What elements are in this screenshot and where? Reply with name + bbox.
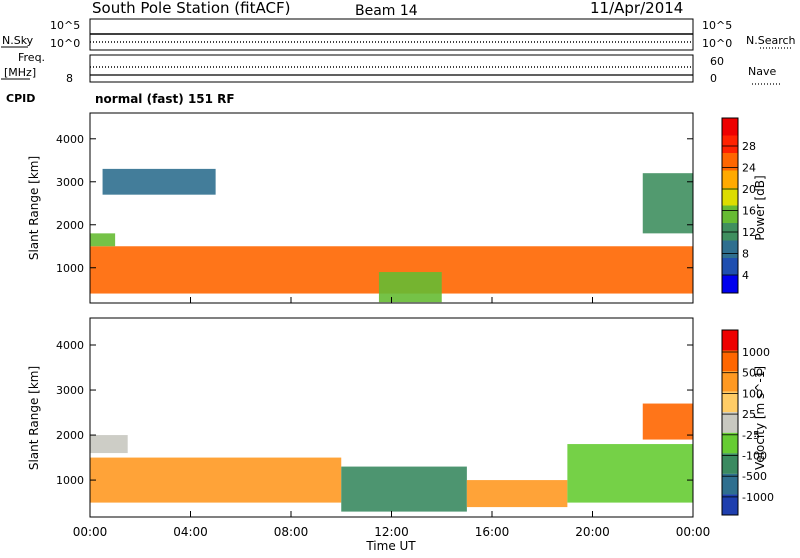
power-cbar-tick-label-5: 24 xyxy=(742,162,756,175)
nave-label: Nave xyxy=(748,65,776,78)
power-cbar-tick-label-0: 4 xyxy=(742,269,749,282)
velocity-cbar-tick-label-5: -100 xyxy=(742,450,767,463)
velocity-panel: 1000 2000 3000 4000 00:00 04:00 08:00 12:00 16:… xyxy=(27,317,774,553)
station-title: South Pole Station (fitACF) xyxy=(92,0,290,17)
x-axis-label: Time UT xyxy=(365,539,416,553)
nave-tick-bottom: 0 xyxy=(710,72,717,85)
velocity-cbar-tick-label-0: 1000 xyxy=(742,346,770,359)
velocity-band-4 xyxy=(90,435,128,454)
power-cbar-swatch-8 xyxy=(722,258,738,276)
x-tick-label-0: 00:00 xyxy=(73,525,108,539)
velocity-cbar-tick-label-7: -1000 xyxy=(742,491,774,504)
nsearch-tick-top: 10^5 xyxy=(702,19,732,32)
power-cbar-frame xyxy=(721,117,739,294)
x-tick-label-6: 00:00 xyxy=(676,525,711,539)
freq-unit: [MHz] xyxy=(4,66,36,79)
nsearch-label: N.Search xyxy=(746,34,796,47)
velocity-cbar-tick-label-1: 500 xyxy=(742,367,763,380)
velocity-cbar-swatch-0 xyxy=(722,330,738,351)
power-cbar-swatch-2 xyxy=(722,153,738,171)
velocity-cbar-swatch-6 xyxy=(722,453,738,474)
velocity-cbar-tick-label-4: -25 xyxy=(742,429,760,442)
x-tick-label-5: 20:00 xyxy=(575,525,610,539)
freq-tick: 8 xyxy=(66,72,73,85)
freq-panel-frame xyxy=(89,54,694,83)
velocity-ytick-label-2: 3000 xyxy=(56,384,84,397)
velocity-colorbar-label: Velocity [m s^-1] xyxy=(753,366,767,470)
status-traces xyxy=(90,33,693,76)
velocity-x-ticks: 00:00 04:00 08:00 12:00 16:00 20:00 00:00 xyxy=(73,511,711,539)
power-heatmap-cells xyxy=(90,168,693,303)
power-ytick-label-3: 4000 xyxy=(56,133,84,146)
velocity-y-ticks: 1000 2000 3000 4000 xyxy=(56,339,693,487)
nave-tick-top: 60 xyxy=(710,55,724,68)
velocity-cbar-tick-label-6: -500 xyxy=(742,470,767,483)
power-colorbar-label: Power [dB] xyxy=(753,175,767,240)
freq-label: Freq. xyxy=(18,51,45,64)
power-band-1 xyxy=(90,233,116,247)
status-panel: N.Sky 10^5 10^0 N.Search 10^5 10^0 Freq.… xyxy=(1,18,796,106)
velocity-band-3 xyxy=(567,444,693,503)
velocity-ytick-label-0: 1000 xyxy=(56,474,84,487)
power-cbar-swatch-3 xyxy=(722,170,738,188)
velocity-cbar-swatch-8 xyxy=(722,494,738,515)
velocity-cbar-swatch-2 xyxy=(722,371,738,392)
power-ytick-label-1: 2000 xyxy=(56,219,84,232)
nsky-tick-top: 10^5 xyxy=(50,19,80,32)
power-cbar-tick-label-1: 8 xyxy=(742,248,749,261)
velocity-band-1 xyxy=(341,466,467,512)
velocity-cbar-swatch-1 xyxy=(722,350,738,372)
power-band-4 xyxy=(642,173,693,234)
power-panel: 1000 2000 3000 4000 Slant Range [km] 4 8 12 16… xyxy=(27,112,767,304)
velocity-cbar-frame xyxy=(721,329,739,516)
velocity-y-axis-label: Slant Range [km] xyxy=(27,366,41,470)
velocity-cbar-swatch-4 xyxy=(722,412,738,433)
power-colorbar: 4 8 12 16 20 24 28 xyxy=(721,117,756,294)
velocity-colorbar: 1000 500 100 25 -25 -100 -500 -1000 xyxy=(721,329,774,516)
velocity-ytick-label-3: 4000 xyxy=(56,339,84,352)
power-cbar-tick-label-3: 16 xyxy=(742,205,756,218)
power-cbar-swatch-4 xyxy=(722,188,738,206)
power-x-tickmarks xyxy=(89,297,694,303)
velocity-cbar-swatch-7 xyxy=(722,473,738,495)
nsky-tick-bottom: 10^0 xyxy=(50,37,80,50)
cpid-label: CPID xyxy=(6,92,35,105)
power-y-axis-label: Slant Range [km] xyxy=(27,156,41,260)
velocity-band-0 xyxy=(90,457,342,503)
power-cbar-swatch-1 xyxy=(722,135,738,153)
power-y-ticks: 1000 2000 3000 4000 xyxy=(56,133,693,275)
power-cbar-tick-label-4: 20 xyxy=(742,183,756,196)
power-cbar-tick-label-6: 28 xyxy=(742,140,756,153)
power-band-2 xyxy=(102,168,216,195)
velocity-cbar-swatch-5 xyxy=(722,432,738,454)
nsearch-tick-bottom: 10^0 xyxy=(702,37,732,50)
x-tick-label-1: 04:00 xyxy=(173,525,208,539)
velocity-cbar-tick-label-2: 100 xyxy=(742,387,763,400)
power-cbar-swatch-9 xyxy=(722,275,738,293)
velocity-heatmap-cells xyxy=(90,403,693,512)
velocity-cbar-tick-label-3: 25 xyxy=(742,408,756,421)
power-ytick-label-2: 3000 xyxy=(56,176,84,189)
velocity-ytick-label-1: 2000 xyxy=(56,429,84,442)
x-tick-label-2: 08:00 xyxy=(274,525,309,539)
velocity-cbar-swatch-3 xyxy=(722,391,738,413)
power-ytick-label-0: 1000 xyxy=(56,262,84,275)
power-cbar-tick-label-2: 12 xyxy=(742,226,756,239)
nsky-label: N.Sky xyxy=(2,34,34,47)
x-tick-label-3: 12:00 xyxy=(374,525,409,539)
power-cbar-swatch-5 xyxy=(722,205,738,223)
power-cbar-swatch-7 xyxy=(722,240,738,258)
x-tick-label-4: 16:00 xyxy=(475,525,510,539)
beam-label: Beam 14 xyxy=(355,3,418,19)
cpid-text: normal (fast) 151 RF xyxy=(95,92,235,106)
date-label: 11/Apr/2014 xyxy=(590,0,683,17)
velocity-band-5 xyxy=(642,403,693,440)
power-band-3 xyxy=(378,272,442,303)
velocity-band-2 xyxy=(466,480,568,508)
power-cbar-swatch-0 xyxy=(722,118,738,136)
